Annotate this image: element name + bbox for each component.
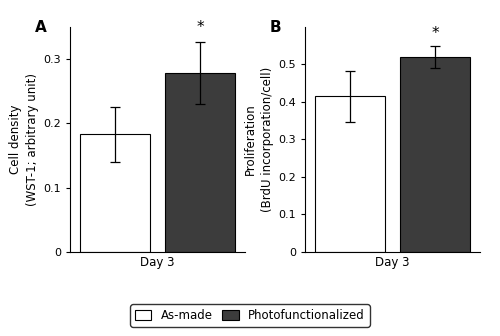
Text: *: * [431, 26, 439, 41]
Text: *: * [196, 19, 204, 35]
Text: A: A [35, 20, 47, 35]
Y-axis label: Cell density
(WST-1; arbitrary unit): Cell density (WST-1; arbitrary unit) [9, 73, 39, 206]
Legend: As-made, Photofunctionalized: As-made, Photofunctionalized [130, 304, 370, 327]
Bar [400, 57, 470, 252]
Bar [165, 73, 235, 252]
Text: B: B [270, 20, 281, 35]
Bar [315, 96, 385, 252]
Y-axis label: Proliferation
(BrdU incorporation/cell): Proliferation (BrdU incorporation/cell) [244, 67, 274, 212]
Bar [80, 134, 150, 252]
